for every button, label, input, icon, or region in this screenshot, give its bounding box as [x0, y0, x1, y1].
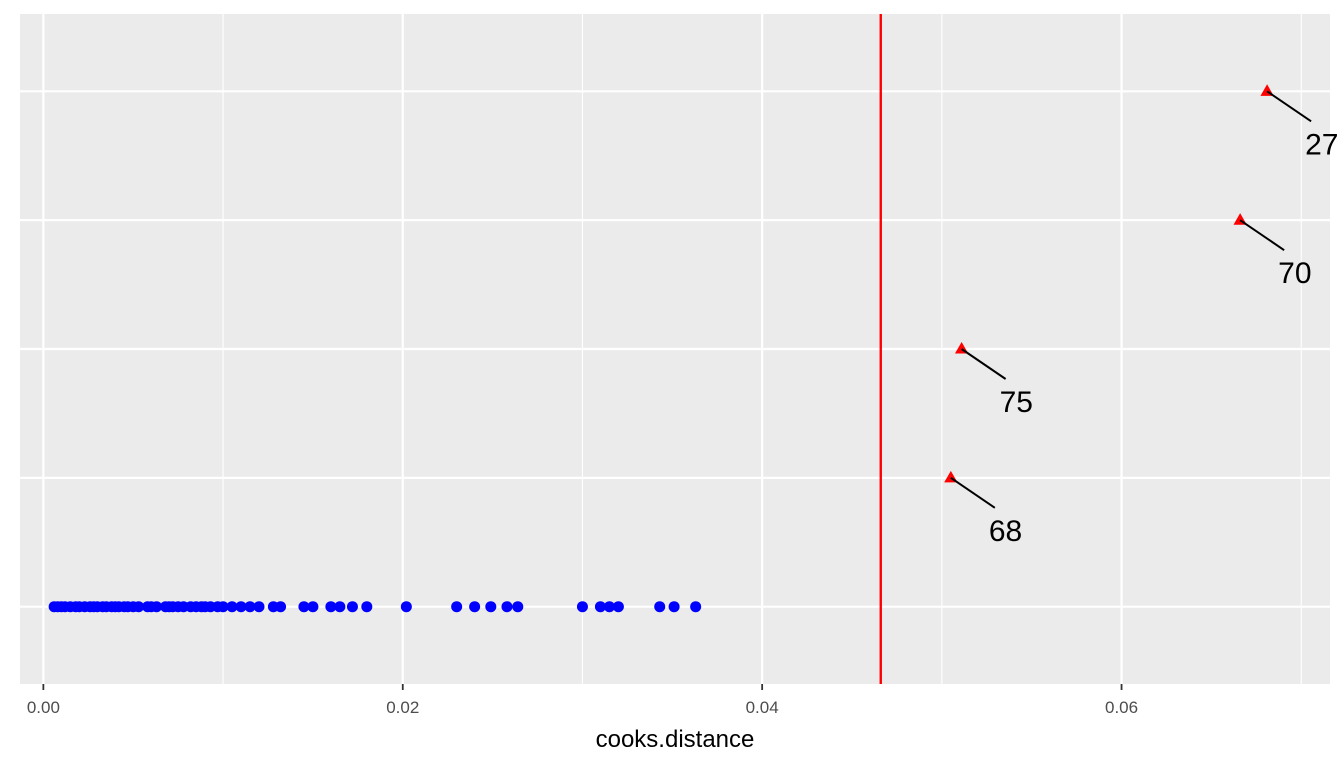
data-point: [485, 601, 497, 613]
x-axis-ticks: 0.00 0.02 0.04 0.06: [27, 684, 1138, 717]
data-point: [668, 601, 680, 613]
point-label: 27: [1305, 128, 1338, 161]
data-point: [603, 601, 615, 613]
data-point: [334, 601, 346, 613]
data-point: [400, 601, 412, 613]
data-point: [690, 601, 702, 613]
data-point: [133, 601, 145, 613]
data-point: [235, 601, 247, 613]
data-point: [244, 601, 256, 613]
data-point: [512, 601, 524, 613]
data-point: [217, 601, 229, 613]
data-point: [226, 601, 238, 613]
label-leader: [1266, 90, 1312, 123]
label-leader: [950, 477, 996, 509]
point-label: 75: [1000, 386, 1033, 419]
point-label: 70: [1278, 257, 1311, 290]
label-leader: [961, 348, 1007, 380]
blue-points: [48, 601, 702, 613]
data-point: [298, 601, 310, 613]
data-point: [275, 601, 287, 613]
data-point: [594, 601, 606, 613]
x-tick-label: 0.04: [746, 698, 779, 717]
data-point: [325, 601, 337, 613]
x-axis-title: cooks.distance: [596, 726, 755, 753]
x-tick-label: 0.00: [27, 698, 60, 717]
data-point: [361, 601, 373, 613]
data-point: [469, 601, 481, 613]
data-point: [151, 601, 163, 613]
flagged-points: 68 75 70 27: [944, 84, 1338, 548]
data-point: [501, 601, 513, 613]
point-label: 68: [989, 515, 1022, 548]
data-point: [307, 601, 319, 613]
data-point: [346, 601, 358, 613]
data-point: [253, 601, 265, 613]
x-tick-label: 0.06: [1105, 698, 1138, 717]
x-tick-label: 0.02: [386, 698, 419, 717]
data-point: [612, 601, 624, 613]
data-point: [654, 601, 666, 613]
data-point: [576, 601, 588, 613]
label-leader: [1239, 219, 1285, 251]
data-point: [451, 601, 463, 613]
